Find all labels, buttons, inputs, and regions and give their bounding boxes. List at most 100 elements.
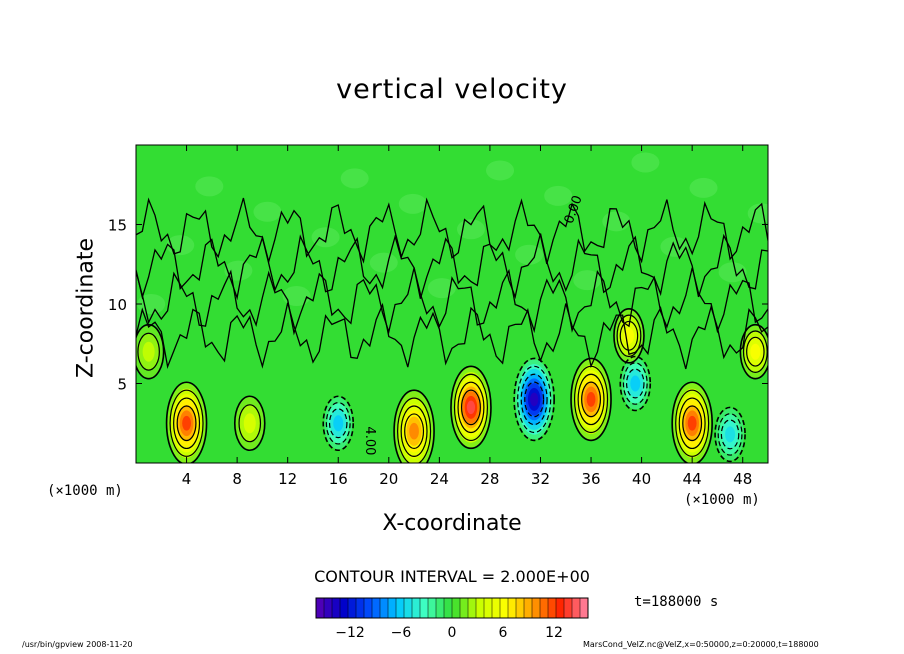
x-tick-label: 20 (379, 470, 398, 488)
cell-11 (614, 309, 643, 362)
cell-contour (233, 395, 266, 452)
colorbar-swatch (396, 598, 405, 618)
zero-contour (136, 197, 768, 265)
cell-contour (404, 413, 425, 450)
cell-8 (673, 383, 712, 463)
cell-contour (619, 355, 652, 412)
field-patch (282, 286, 311, 307)
cell-contour (165, 381, 208, 463)
colorbar-swatch (420, 598, 429, 618)
x-unit-right: (×1000 m) (684, 492, 760, 508)
cell-contour (322, 395, 355, 452)
colorbar-swatch (380, 598, 389, 618)
cell-10 (741, 325, 768, 378)
field-patch (369, 252, 398, 273)
y-tick-label: 15 (108, 217, 127, 235)
colorbar-swatch (580, 598, 589, 618)
x-tick-label: 24 (430, 470, 449, 488)
cell-level (530, 392, 539, 407)
x-tick-label: 44 (683, 470, 702, 488)
colorbar-swatch (404, 598, 413, 618)
cell-level (687, 415, 697, 431)
colorbar-swatch (372, 598, 381, 618)
cell-level (182, 415, 191, 431)
field-patch (398, 193, 427, 214)
colorbar-swatch (316, 598, 325, 618)
cell-level (142, 341, 155, 362)
y-axis-label: Z-coordinate (73, 238, 99, 378)
cell-0 (167, 383, 206, 463)
cell-contour (328, 408, 348, 439)
cell-level (586, 391, 596, 407)
field-patch (137, 294, 166, 314)
cell-contour (720, 419, 740, 450)
x-tick-label: 12 (278, 470, 297, 488)
colorbar-swatch (452, 598, 461, 618)
colorbar-swatch (492, 598, 501, 618)
cell-contour (739, 323, 768, 380)
cell-contour (616, 314, 642, 358)
cell-level (750, 343, 761, 360)
colorbar-tick-label: −12 (335, 625, 365, 641)
x-axis-label: X-coordinate (382, 511, 522, 536)
y-tick-label: 10 (108, 296, 127, 314)
field-patch (253, 201, 282, 222)
cell-level (466, 400, 476, 415)
zero-contour (136, 267, 768, 336)
field-patch (340, 168, 369, 189)
colorbar: −12 −6 0 6 12 (315, 597, 589, 641)
cell-6 (572, 359, 611, 440)
colorbar-swatch (444, 598, 453, 618)
y-axis-ticks: 5 10 15 (108, 217, 768, 394)
cell-7 (621, 357, 650, 410)
chart-title: vertical velocity (336, 74, 568, 105)
x-tick-label: 32 (531, 470, 550, 488)
colorbar-swatch (340, 598, 349, 618)
cell-contour (625, 368, 645, 399)
cell-contour (671, 381, 713, 463)
footer-source: MarsCond_VelZ.nc@VelZ,x=0:50000,z=0:2000… (583, 640, 819, 649)
cell-2 (324, 397, 353, 450)
cell-contour (238, 404, 262, 443)
colorbar-swatch (516, 598, 525, 618)
cell-contour (581, 381, 602, 418)
cell-contour (577, 373, 605, 426)
colorbar-swatch (524, 598, 533, 618)
cell-level (243, 413, 256, 434)
cell-contour (173, 397, 201, 450)
colorbar-swatch (532, 598, 541, 618)
footer-program: /usr/bin/gpview 2008-11-20 (22, 640, 133, 649)
colorbar-swatch (348, 598, 357, 618)
cell-contour (457, 381, 485, 434)
cell-contour (397, 397, 432, 463)
time-label: t=188000 s (634, 594, 719, 610)
cell-contour (400, 405, 428, 457)
cell-contour (513, 357, 555, 442)
cell-level (630, 375, 641, 392)
contour-label-four: 4.00 (362, 426, 377, 455)
colorbar-swatch (476, 598, 485, 618)
x-axis-ticks: 4 8 12 16 20 24 28 32 36 40 44 48 (182, 145, 752, 488)
cell-contour (137, 332, 160, 371)
x-tick-label: 48 (733, 470, 752, 488)
x-tick-label: 36 (581, 470, 600, 488)
velocity-field (136, 145, 768, 463)
x-tick-label: 4 (182, 470, 192, 488)
colorbar-swatch (572, 598, 581, 618)
cell-contour (393, 389, 435, 463)
colorbar-swatch (500, 598, 509, 618)
cell-contour (714, 406, 746, 463)
x-tick-label: 28 (480, 470, 499, 488)
cell-contour (460, 389, 481, 426)
colorbar-tick-label: 6 (499, 625, 508, 641)
colorbar-swatch (548, 598, 557, 618)
y-tick-label: 5 (117, 376, 127, 394)
colorbar-tick-label: −6 (391, 625, 412, 641)
cell-contour (176, 405, 197, 442)
cell-contour (169, 389, 204, 457)
colorbar-swatch (484, 598, 493, 618)
field-patch (544, 185, 573, 206)
x-tick-label: 8 (232, 470, 242, 488)
x-tick-label: 16 (329, 470, 348, 488)
